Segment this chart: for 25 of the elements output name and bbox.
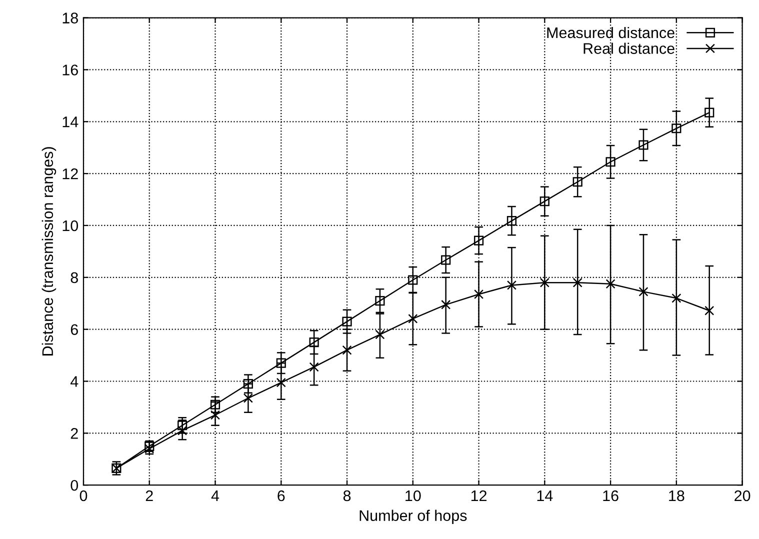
x-tick-label: 18 xyxy=(669,490,684,502)
y-tick-label: 12 xyxy=(62,168,78,180)
y-axis-title: Distance (transmission ranges) xyxy=(42,147,56,356)
legend-label: Real distance xyxy=(584,42,674,54)
y-tick-label: 16 xyxy=(62,64,78,76)
x-tick-label: 4 xyxy=(211,490,220,502)
y-tick-label: 4 xyxy=(70,376,78,387)
x-tick-label: 20 xyxy=(734,490,750,502)
x-tick-label: 0 xyxy=(80,490,88,502)
y-tick-label: 14 xyxy=(62,116,78,128)
y-tick-label: 2 xyxy=(70,428,78,439)
x-tick-label: 8 xyxy=(343,490,351,502)
x-tick-label: 12 xyxy=(471,490,487,502)
x-axis-title: Number of hops xyxy=(360,510,467,524)
x-tick-label: 16 xyxy=(603,490,618,502)
x-tick-label: 6 xyxy=(278,490,285,502)
x-tick-label: 2 xyxy=(146,490,153,502)
x-tick-label: 10 xyxy=(406,490,421,502)
y-tick-label: 10 xyxy=(62,220,78,232)
legend-label: Measured distance xyxy=(547,26,674,38)
x-tick-label: 14 xyxy=(537,490,553,502)
y-tick-label: 0 xyxy=(70,480,78,491)
y-tick-label: 18 xyxy=(62,12,78,24)
y-tick-label: 6 xyxy=(70,324,78,336)
y-tick-label: 8 xyxy=(70,272,78,284)
